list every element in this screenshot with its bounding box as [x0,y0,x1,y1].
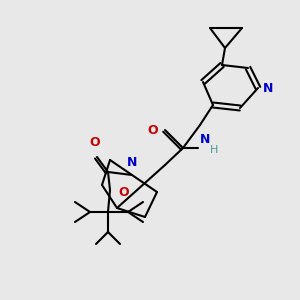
Text: N: N [263,82,273,94]
Text: H: H [210,145,218,155]
Text: O: O [147,124,158,136]
Text: N: N [200,133,210,146]
Text: O: O [90,136,100,149]
Text: N: N [127,156,137,169]
Text: O: O [118,185,129,199]
